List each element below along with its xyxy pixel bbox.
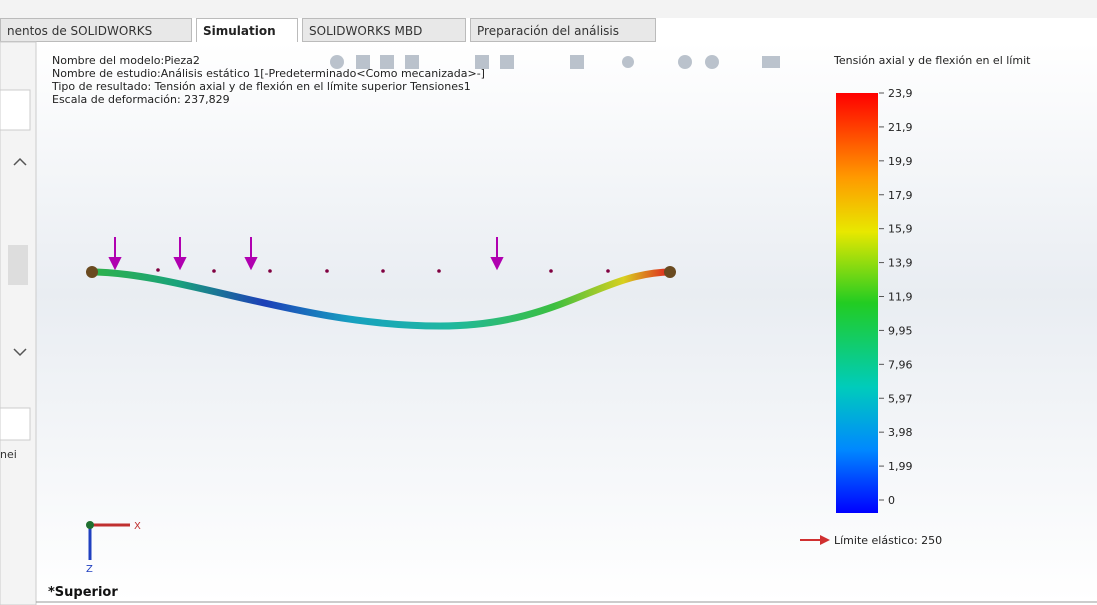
triad-x-label: X [134,521,141,532]
side-box [0,408,30,440]
fixture [86,266,98,278]
info-line: Escala de deformación: 237,829 [52,93,230,106]
triad-origin [86,521,94,529]
tool-icon[interactable] [500,55,514,69]
screen: nentos de SOLIDWORKS Simulation SOLIDWOR… [0,0,1097,605]
fixture [664,266,676,278]
side-text: nei [0,448,17,461]
legend-label: 13,9 [888,257,913,270]
tool-icon[interactable] [678,55,692,69]
legend-label: 7,96 [888,358,913,371]
scroll-thumb[interactable] [8,245,28,285]
side-box [0,90,30,130]
legend-label: 9,95 [888,324,913,337]
legend-label: 23,9 [888,87,913,100]
triad-z-label: Z [86,564,93,575]
tool-icon[interactable] [705,55,719,69]
legend-label: 15,9 [888,223,913,236]
legend-label: 19,9 [888,155,913,168]
tool-icon[interactable] [622,56,634,68]
legend-label: 0 [888,494,895,507]
tool-icon[interactable] [762,56,780,68]
info-line: Nombre del modelo:Pieza2 [52,54,200,67]
legend-label: 21,9 [888,121,913,134]
legend-label: 17,9 [888,189,913,202]
legend-label: 11,9 [888,291,913,304]
tool-icon[interactable] [570,55,584,69]
yield-label: Límite elástico: 250 [834,534,942,547]
color-bar [836,93,878,513]
info-line: Nombre de estudio:Análisis estático 1[-P… [52,67,485,80]
legend-label: 5,97 [888,392,913,405]
legend-label: 1,99 [888,460,913,473]
legend-title: Tensión axial y de flexión en el límit [833,54,1031,67]
legend-label: 3,98 [888,426,913,439]
graphics-area [36,42,1097,602]
info-line: Tipo de resultado: Tensión axial y de fl… [52,80,471,93]
view-label: *Superior [48,585,118,600]
